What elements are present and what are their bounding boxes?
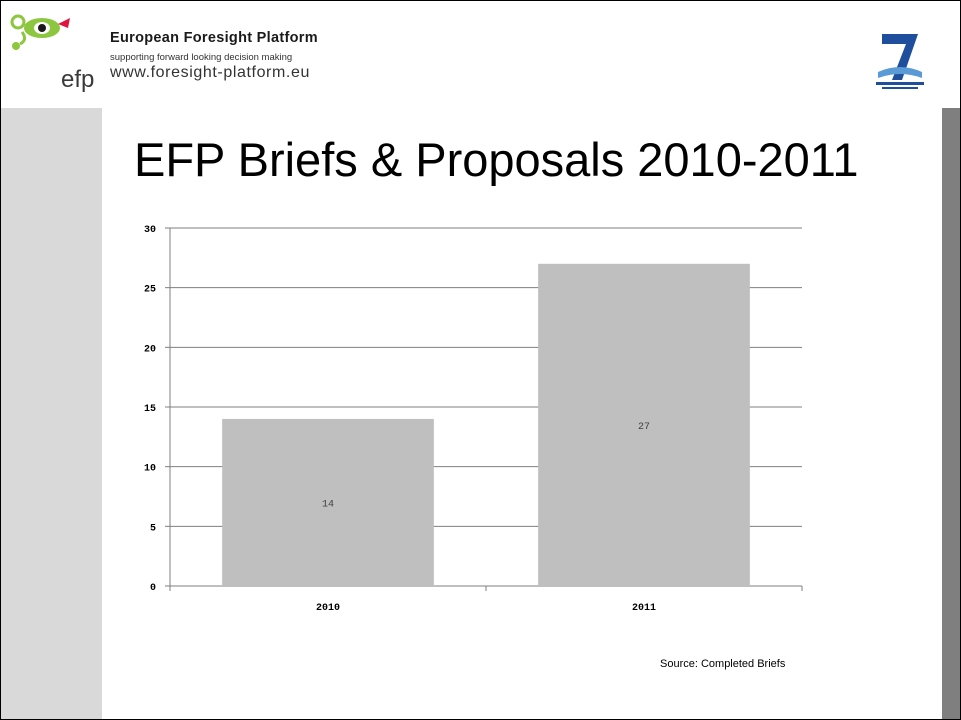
source-note: Source: Completed Briefs (660, 658, 786, 670)
efp-logo-text: efp (61, 66, 95, 93)
data-label: 27 (638, 422, 650, 433)
efp-logo-icon (10, 14, 70, 50)
bar-2011 (538, 263, 750, 586)
y-tick-label: 25 (144, 285, 156, 296)
x-tick-label: 2010 (316, 603, 340, 614)
bar-2010 (222, 418, 434, 586)
platform-url: www.foresight-platform.eu (110, 64, 310, 81)
platform-tagline: supporting forward looking decision maki… (110, 52, 293, 63)
right-decorative-stripe (942, 108, 960, 719)
slide-title: EFP Briefs & Proposals 2010-2011 (134, 133, 859, 186)
y-tick-label: 0 (150, 583, 156, 594)
left-decorative-stripe (1, 108, 102, 719)
data-label: 14 (322, 499, 334, 510)
x-tick-label: 2011 (632, 603, 656, 614)
fp7-programme-logo-icon (876, 34, 924, 89)
y-tick-label: 10 (144, 464, 156, 475)
y-tick-label: 20 (144, 344, 156, 355)
bar-chart: 0 5 10 15 20 25 30 14 2010 27 2011 (144, 225, 803, 614)
platform-title: European Foresight Platform (110, 30, 318, 46)
y-tick-label: 5 (150, 523, 156, 534)
y-tick-label: 15 (144, 404, 156, 415)
y-tick-label: 30 (144, 225, 156, 236)
